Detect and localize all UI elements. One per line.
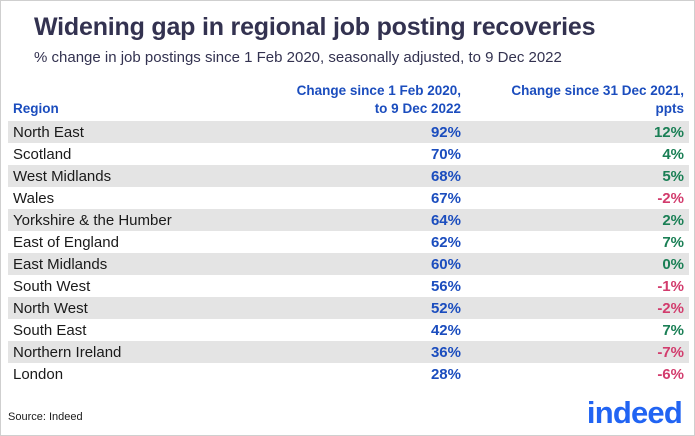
region-cell: East of England bbox=[13, 233, 119, 251]
region-cell: Scotland bbox=[13, 145, 72, 163]
change-since-2021-cell: 4% bbox=[662, 145, 684, 163]
chart-title: Widening gap in regional job posting rec… bbox=[34, 13, 596, 41]
change-since-2020-cell: 56% bbox=[430, 277, 461, 295]
table-row: West Midlands 68% 5% bbox=[8, 165, 689, 188]
table-row: Northern Ireland 36% -7% bbox=[8, 341, 689, 364]
table-row: London 28% -6% bbox=[8, 363, 689, 385]
chart-header: Widening gap in regional job posting rec… bbox=[1, 1, 694, 66]
table-row: Scotland 70% 4% bbox=[8, 143, 689, 165]
column-header-change-line1: Change since 1 Feb 2020, bbox=[296, 82, 461, 98]
column-header-region-label: Region bbox=[13, 100, 59, 116]
table-body: North East 92% 12% Scotland 70% 4% West Midlan… bbox=[8, 121, 689, 385]
change-since-2021-cell: -7% bbox=[657, 343, 684, 361]
column-header-ppts-line2: ppts bbox=[655, 100, 685, 116]
change-since-2020-cell: 70% bbox=[430, 145, 461, 163]
region-cell: South West bbox=[13, 277, 91, 295]
region-cell: Northern Ireland bbox=[13, 343, 122, 361]
chart-footer: Source: Indeed indeed bbox=[1, 393, 694, 435]
change-since-2020-cell: 52% bbox=[430, 299, 461, 317]
column-header-change: Change since 1 Feb 2020, to 9 Dec 2022 bbox=[253, 80, 466, 121]
region-cell: Yorkshire & the Humber bbox=[13, 211, 172, 229]
table-row: Yorkshire & the Humber 64% 2% bbox=[8, 209, 689, 232]
change-since-2021-cell: 7% bbox=[662, 233, 684, 251]
table-row: South West 56% -1% bbox=[8, 275, 689, 297]
change-since-2021-cell: 12% bbox=[653, 123, 684, 141]
change-since-2021-cell: -6% bbox=[657, 365, 684, 383]
change-since-2021-cell: 5% bbox=[662, 167, 684, 185]
source-note: Source: Indeed bbox=[8, 411, 83, 423]
change-since-2020-cell: 67% bbox=[430, 189, 461, 207]
indeed-logo: indeed bbox=[586, 395, 683, 430]
region-cell: West Midlands bbox=[13, 167, 112, 185]
table-row: East Midlands 60% 0% bbox=[8, 253, 689, 276]
change-since-2020-cell: 28% bbox=[430, 365, 461, 383]
region-cell: Wales bbox=[13, 189, 55, 207]
table-row: Wales 67% -2% bbox=[8, 187, 689, 209]
change-since-2021-cell: 7% bbox=[662, 321, 684, 339]
table-header: Region Change since 1 Feb 2020, to 9 Dec… bbox=[8, 80, 689, 121]
regions-table: Region Change since 1 Feb 2020, to 9 Dec… bbox=[8, 80, 689, 385]
change-since-2020-cell: 60% bbox=[430, 255, 461, 273]
region-cell: London bbox=[13, 365, 64, 383]
column-header-change-line2: to 9 Dec 2022 bbox=[374, 100, 461, 116]
change-since-2020-cell: 62% bbox=[430, 233, 461, 251]
column-header-ppts-line1: Change since 31 Dec 2021, bbox=[511, 82, 684, 98]
change-since-2020-cell: 64% bbox=[430, 211, 461, 229]
change-since-2021-cell: 2% bbox=[662, 211, 684, 229]
change-since-2020-cell: 92% bbox=[430, 123, 461, 141]
table-row: East of England 62% 7% bbox=[8, 231, 689, 253]
region-cell: East Midlands bbox=[13, 255, 108, 273]
region-cell: North West bbox=[13, 299, 88, 317]
column-header-ppts: Change since 31 Dec 2021, ppts bbox=[466, 80, 689, 121]
change-since-2020-cell: 42% bbox=[430, 321, 461, 339]
header-row: Region Change since 1 Feb 2020, to 9 Dec… bbox=[8, 80, 689, 121]
change-since-2021-cell: -2% bbox=[657, 189, 684, 207]
region-cell: North East bbox=[13, 123, 84, 141]
change-since-2021-cell: -2% bbox=[657, 299, 684, 317]
column-header-region: Region bbox=[8, 80, 253, 121]
change-since-2021-cell: 0% bbox=[662, 255, 684, 273]
change-since-2020-cell: 68% bbox=[430, 167, 461, 185]
table-row: South East 42% 7% bbox=[8, 319, 689, 341]
table-row: North West 52% -2% bbox=[8, 297, 689, 320]
change-since-2020-cell: 36% bbox=[430, 343, 461, 361]
region-cell: South East bbox=[13, 321, 87, 339]
change-since-2021-cell: -1% bbox=[657, 277, 684, 295]
table-row: North East 92% 12% bbox=[8, 121, 689, 144]
chart-subtitle: % change in job postings since 1 Feb 202… bbox=[34, 48, 562, 66]
